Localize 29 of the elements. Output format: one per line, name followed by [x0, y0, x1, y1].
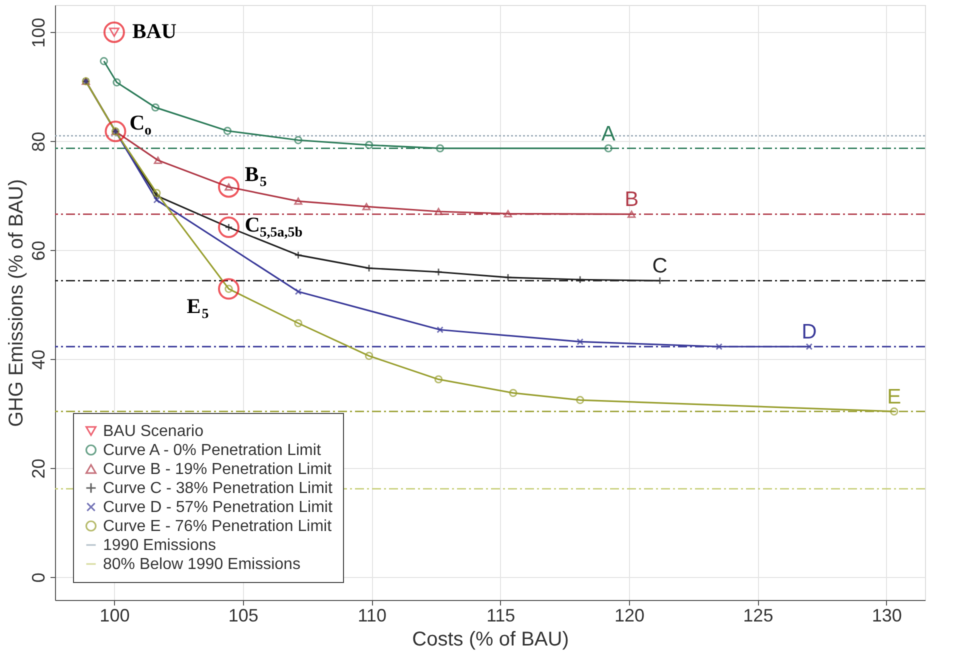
- annotation: E: [887, 385, 902, 408]
- x-tick-label: 115: [486, 606, 516, 626]
- y-tick-label: 0: [28, 572, 48, 583]
- legend-label: 1990 Emissions: [103, 537, 216, 554]
- legend-label: Curve D - 57% Penetration Limit: [103, 499, 333, 516]
- legend-label: Curve B - 19% Penetration Limit: [103, 461, 332, 478]
- x-axis-title: Costs (% of BAU): [412, 628, 569, 650]
- x-tick-label: 100: [100, 606, 130, 626]
- legend-label: Curve C - 38% Penetration Limit: [103, 480, 333, 497]
- annotation: BAU: [132, 19, 177, 44]
- x-tick-label: 105: [228, 606, 258, 626]
- annotation: C: [652, 254, 668, 278]
- legend-label: 80% Below 1990 Emissions: [103, 556, 300, 573]
- legend-label: BAU Scenario: [103, 423, 204, 440]
- x-tick-label: 130: [872, 606, 902, 626]
- x-tick-label: 120: [614, 606, 645, 626]
- x-tick-label: 110: [358, 606, 386, 626]
- y-tick-label: 80: [28, 132, 48, 152]
- y-tick-label: 20: [28, 458, 48, 479]
- y-axis-title: GHG Emissions (% of BAU): [6, 179, 28, 427]
- legend-label: Curve A - 0% Penetration Limit: [103, 442, 322, 459]
- annotation: A: [601, 122, 616, 146]
- y-tick-label: 60: [28, 240, 48, 261]
- y-tick-label: 100: [28, 18, 48, 48]
- legend-label: Curve E - 76% Penetration Limit: [103, 518, 332, 535]
- annotation: D: [802, 320, 817, 344]
- y-tick-label: 40: [28, 350, 48, 370]
- x-tick-label: 125: [743, 606, 774, 626]
- annotation: B: [624, 188, 639, 212]
